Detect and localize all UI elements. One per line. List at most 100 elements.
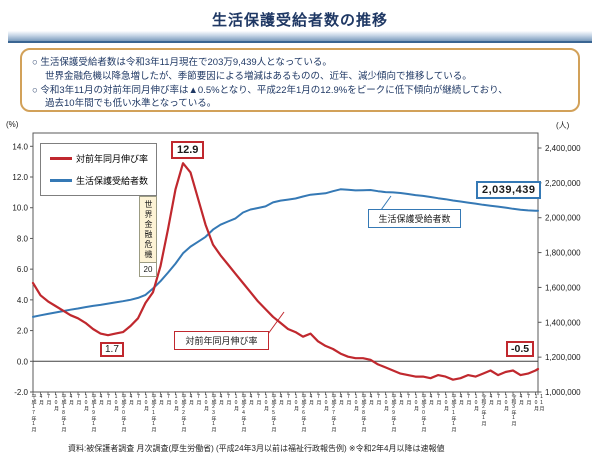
- left-tick-label: 6.0: [17, 265, 29, 274]
- x-tick-label: 平成21年1月: [150, 394, 157, 432]
- x-tick-label: 平成17年1月: [30, 394, 37, 432]
- left-tick-label: -2.0: [14, 388, 28, 397]
- x-tick-label: 4月: [158, 394, 164, 405]
- x-tick-label: 平成22年1月: [180, 394, 187, 432]
- right-tick-label: 1,000,000: [545, 388, 581, 397]
- rate-line-swatch-icon: [50, 157, 72, 161]
- rate-line-series: [31, 162, 540, 381]
- crisis-annotation-box: 世界金融危機 20: [139, 196, 157, 277]
- x-tick-label: 4月: [458, 394, 464, 405]
- x-tick-label: 7月: [195, 394, 202, 405]
- x-tick-label: 平成23年1月: [210, 394, 217, 432]
- count-callout-leader: [380, 195, 392, 211]
- summary-box: ○ 生活保護受給者数は令和3年11月現在で203万9,439人となっている。 世…: [20, 48, 580, 112]
- title-underline-bar: [8, 31, 592, 43]
- x-tick-label: 令和3年1月: [510, 394, 517, 426]
- x-tick-label: 10月: [353, 394, 359, 411]
- x-tick-label: 10月: [203, 394, 209, 411]
- x-tick-label: 7月: [315, 394, 322, 405]
- right-axis-unit: (人): [556, 121, 570, 130]
- x-tick-label: 4月: [218, 394, 224, 405]
- x-tick-label: 平成29年1月: [390, 394, 397, 432]
- x-tick-label: 平成25年1月: [270, 394, 277, 432]
- x-tick-label: 10月: [383, 394, 389, 411]
- x-tick-label: 7月: [375, 394, 382, 405]
- left-tick-label: 8.0: [17, 234, 29, 243]
- x-tick-label: 7月: [405, 394, 412, 405]
- left-tick-label: 10.0: [12, 204, 28, 213]
- x-tick-label: 4月: [248, 394, 254, 405]
- x-tick-label: 7月: [435, 394, 442, 405]
- legend-row-rate: 対前年同月伸び率: [50, 152, 156, 165]
- x-tick-label: 7月: [105, 394, 112, 405]
- x-tick-label: 4月: [68, 394, 74, 405]
- x-tick-label: 7月: [135, 394, 142, 405]
- chart-legend: 対前年同月伸び率 生活保護受給者数: [40, 143, 157, 196]
- x-tick-label: 7月: [525, 394, 532, 405]
- right-tick-label: 1,200,000: [545, 353, 581, 362]
- summary-line-1: ○ 生活保護受給者数は令和3年11月現在で203万9,439人となっている。: [32, 57, 332, 68]
- latest-count-label: 2,039,439: [476, 181, 542, 199]
- x-tick-label: 平成20年1月: [120, 394, 127, 432]
- x-tick-label: 10月: [83, 394, 89, 411]
- x-tick-label: 4月: [98, 394, 104, 405]
- right-tick-label: 2,400,000: [545, 144, 581, 153]
- plot-frame: [32, 132, 539, 393]
- x-tick-label: 4月: [188, 394, 194, 405]
- x-tick-label: 7月: [75, 394, 82, 405]
- x-tick-label: 7月: [45, 394, 52, 405]
- right-tick-label: 2,200,000: [545, 179, 581, 188]
- x-tick-label: 4月: [428, 394, 434, 405]
- right-tick-label: 1,400,000: [545, 318, 581, 327]
- count-line-series: [32, 188, 539, 318]
- x-tick-label: 平成27年1月: [330, 394, 337, 432]
- legend-label-rate: 対前年同月伸び率: [76, 154, 149, 165]
- x-axis-labels: 平成17年1月 4月 7月 10月 平成18年1月 4月 7月 10月 平成19年1月 4月 7月 1…: [0, 394, 600, 446]
- x-tick-label: 平成30年1月: [420, 394, 427, 432]
- peak-value-label: 12.9: [171, 141, 205, 159]
- latest-rate-label: -0.5: [506, 341, 535, 357]
- legend-label-count: 生活保護受給者数: [76, 175, 149, 186]
- x-tick-label: 4月: [518, 394, 524, 405]
- x-tick-label: 平成24年1月: [240, 394, 247, 432]
- crisis-annotation-text: 世界金融危機: [144, 200, 153, 260]
- x-tick-label: 10月: [413, 394, 419, 411]
- x-tick-label: 4月: [128, 394, 134, 405]
- x-tick-label: 4月: [38, 394, 44, 405]
- right-tick-label: 2,000,000: [545, 214, 581, 223]
- x-tick-label: 10月: [173, 394, 179, 411]
- x-tick-label: 4月: [338, 394, 344, 405]
- x-tick-label: 10月: [443, 394, 449, 411]
- x-tick-label: 平成26年1月: [300, 394, 307, 432]
- left-tick-label: 0.0: [17, 357, 29, 366]
- x-tick-label: 7月: [495, 394, 502, 405]
- x-tick-label: 10月: [53, 394, 59, 411]
- x-tick-label: 7月: [465, 394, 472, 405]
- x-tick-label: 10月: [143, 394, 149, 411]
- x-tick-label: 10月: [503, 394, 509, 411]
- left-tick-label: 4.0: [17, 296, 29, 305]
- x-tick-label: 4月: [398, 394, 404, 405]
- left-tick-label: 14.0: [12, 142, 28, 151]
- legend-row-count: 生活保護受給者数: [50, 174, 156, 187]
- right-tick-label: 1,600,000: [545, 283, 581, 292]
- source-note: 資料:被保護者調査 月次調査(厚生労働省) (平成24年3月以前は福祉行政報告例…: [68, 444, 445, 453]
- left-axis-unit: (%): [6, 120, 19, 129]
- x-tick-label: 10月: [233, 394, 239, 411]
- crisis-annotation-year: 20: [140, 262, 156, 276]
- x-tick-label: 平成28年1月: [360, 394, 367, 432]
- x-tick-label: 10月: [293, 394, 299, 411]
- x-tick-label: 7月: [285, 394, 292, 405]
- x-tick-label: 7月: [345, 394, 352, 405]
- page-title: 生活保護受給者数の推移: [211, 12, 388, 29]
- x-tick-label: 10月: [473, 394, 479, 411]
- summary-line-2: 世界金融危機以降急増したが、季節要因による増減はあるものの、近年、減少傾向で推移…: [45, 70, 472, 82]
- summary-line-3: ○ 令和3年11月の対前年同月伸び率は▲0.5%となり、平成22年1月の12.9…: [32, 84, 508, 96]
- count-line-swatch-icon: [50, 178, 72, 182]
- x-tick-label: 4月: [368, 394, 374, 405]
- x-tick-label: 11月: [538, 394, 545, 411]
- x-tick-label: 10月: [533, 394, 539, 411]
- x-tick-label: 令和2年1月: [480, 394, 487, 426]
